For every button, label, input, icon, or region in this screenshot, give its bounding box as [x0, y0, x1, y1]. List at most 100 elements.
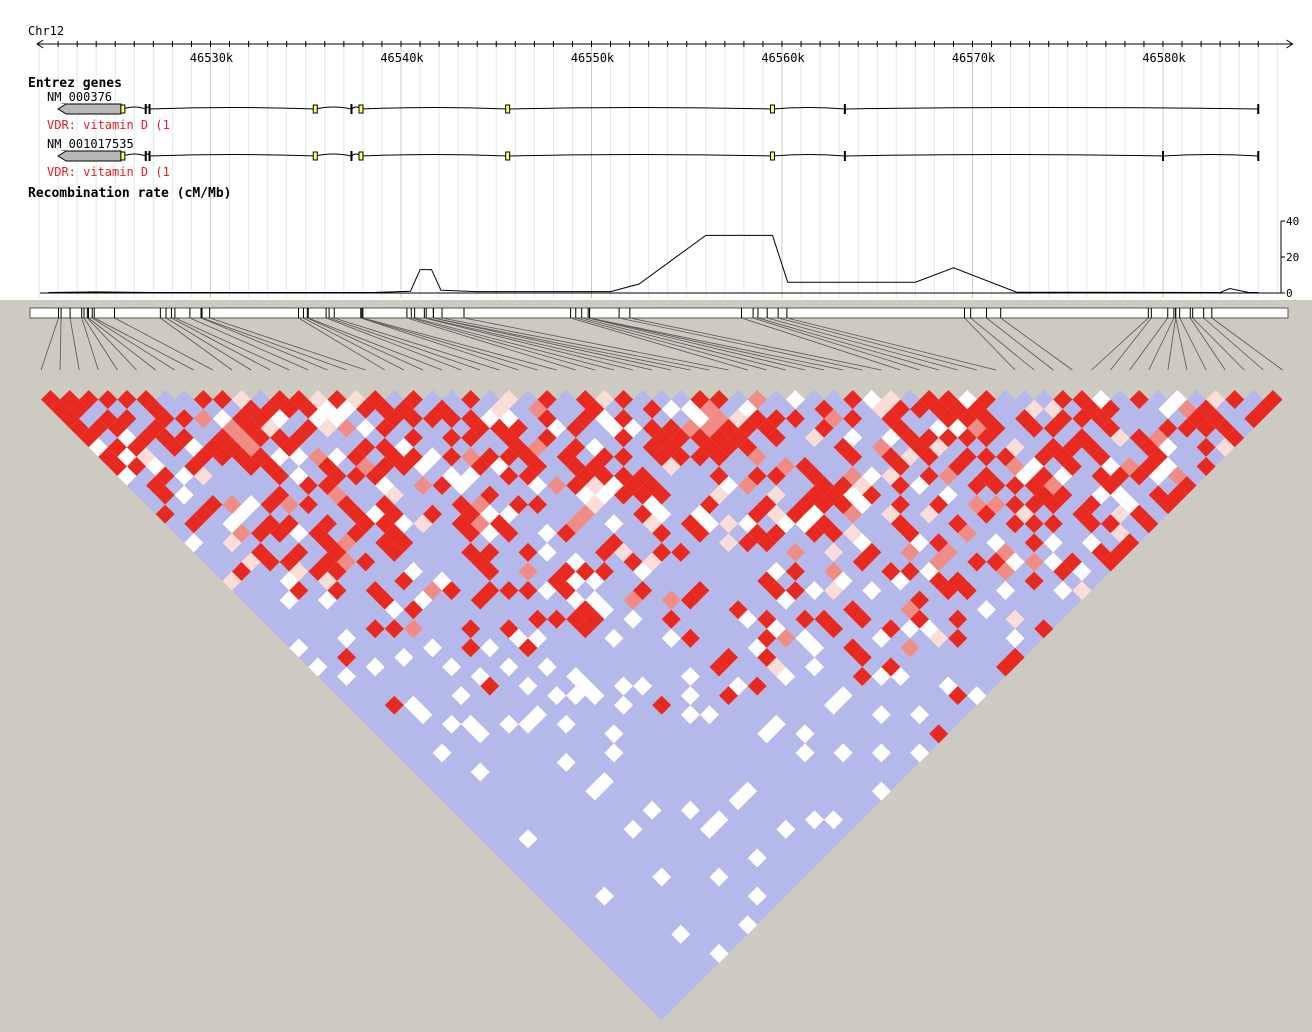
ld-cell: [432, 628, 452, 648]
ld-cell: [604, 552, 624, 572]
marker-connector: [200, 317, 328, 371]
ld-cell: [948, 495, 968, 515]
ld-cell: [327, 676, 347, 696]
ld-cell: [1072, 581, 1092, 601]
ld-cell: [184, 437, 204, 457]
ld-cell: [680, 934, 700, 954]
ld-cell: [948, 705, 968, 725]
coding-exon: [120, 104, 126, 114]
marker-map-panel: [29, 307, 1289, 371]
ld-cell: [394, 456, 414, 476]
ld-cell: [528, 724, 548, 744]
ld-cell: [690, 600, 710, 620]
ld-cell: [919, 676, 939, 696]
ld-cell: [671, 943, 691, 963]
ld-cell: [833, 552, 853, 572]
ld-cell: [690, 810, 710, 830]
ld-cell: [852, 495, 872, 515]
ld-cell: [833, 800, 853, 820]
ld-cell: [719, 514, 739, 534]
ld-cell: [337, 456, 357, 476]
ld-cell: [279, 495, 299, 515]
transcript-accession: NM_001017535: [47, 137, 134, 151]
ld-cell: [317, 552, 338, 572]
ld-cell: [996, 428, 1016, 448]
marker-connector: [619, 317, 863, 371]
ld-cell: [633, 657, 653, 677]
ld-cell: [747, 447, 767, 467]
ld-cell: [222, 399, 242, 419]
marker-connector: [1203, 317, 1264, 371]
ld-cell: [843, 542, 863, 562]
ld-cell: [451, 705, 471, 725]
ld-cell: [537, 428, 557, 448]
ld-cell: [480, 409, 500, 429]
ld-cell: [890, 628, 911, 648]
ld-cell: [547, 781, 567, 801]
ld-cell: [594, 772, 614, 792]
ld-cell: [442, 561, 462, 581]
ld-cell: [757, 437, 777, 457]
ld-cell: [614, 829, 634, 849]
ld-cell: [680, 552, 700, 572]
ld-cell: [604, 686, 624, 706]
ld-cell: [699, 437, 720, 457]
ld-cell: [346, 600, 366, 620]
ld-cell: [757, 552, 777, 572]
ld-cell: [757, 781, 777, 801]
ld-cell: [1005, 609, 1025, 629]
ld-cell: [795, 590, 815, 610]
ld-cell: [623, 514, 643, 534]
ld-cell: [251, 504, 271, 524]
ld-cell: [604, 399, 624, 419]
ld-cell: [556, 752, 576, 772]
ld-cell: [757, 705, 777, 725]
ld-cell: [518, 733, 538, 753]
ld-cell: [1024, 609, 1044, 629]
ld-cell: [680, 686, 700, 706]
ld-cell: [642, 475, 662, 496]
ld-cell: [260, 399, 280, 419]
ld-cell: [957, 447, 977, 467]
ld-cell: [375, 399, 395, 419]
ld-cell: [929, 399, 949, 419]
ld-cell: [375, 609, 395, 629]
ld-cell: [423, 600, 443, 620]
ld-cell: [795, 418, 815, 438]
ld-cell: [871, 743, 891, 763]
ld-cell: [976, 485, 996, 505]
ld-cell: [642, 514, 662, 534]
axis-arrow-left: [36, 39, 44, 49]
genome-browser-panel: Chr12 46530k 46540k 46550k 46560k 46570k 4658…: [0, 0, 1312, 300]
ld-cell: [508, 609, 529, 629]
ld-cell: [585, 609, 605, 629]
ld-cell: [738, 609, 758, 629]
ld-cell: [967, 686, 987, 706]
ld-cell: [298, 533, 318, 553]
marker-connector: [59, 317, 62, 371]
ld-cell: [862, 447, 882, 467]
ld-cell: [423, 772, 443, 792]
marker-connector: [986, 317, 1054, 371]
ld-cell: [508, 781, 529, 801]
ld-cell: [508, 495, 529, 515]
ld-cell: [709, 752, 729, 772]
ld-cell: [1091, 542, 1111, 562]
ld-cell: [948, 475, 968, 496]
marker-connector: [406, 317, 576, 371]
ld-cell: [356, 628, 376, 648]
ld-cell: [996, 485, 1016, 505]
ld-cell: [976, 581, 996, 601]
ld-cell: [480, 581, 500, 601]
ld-cell: [690, 561, 710, 581]
ld-cell: [671, 867, 691, 887]
ld-cell: [107, 456, 127, 476]
ld-cell: [852, 590, 872, 610]
ld-cell: [1091, 428, 1111, 448]
ld-cell: [489, 552, 509, 572]
ld-cell: [652, 810, 672, 830]
ld-cell: [270, 581, 290, 601]
ld-cell: [556, 485, 576, 505]
ld-cell: [699, 705, 720, 725]
ld-cell: [1062, 590, 1082, 610]
